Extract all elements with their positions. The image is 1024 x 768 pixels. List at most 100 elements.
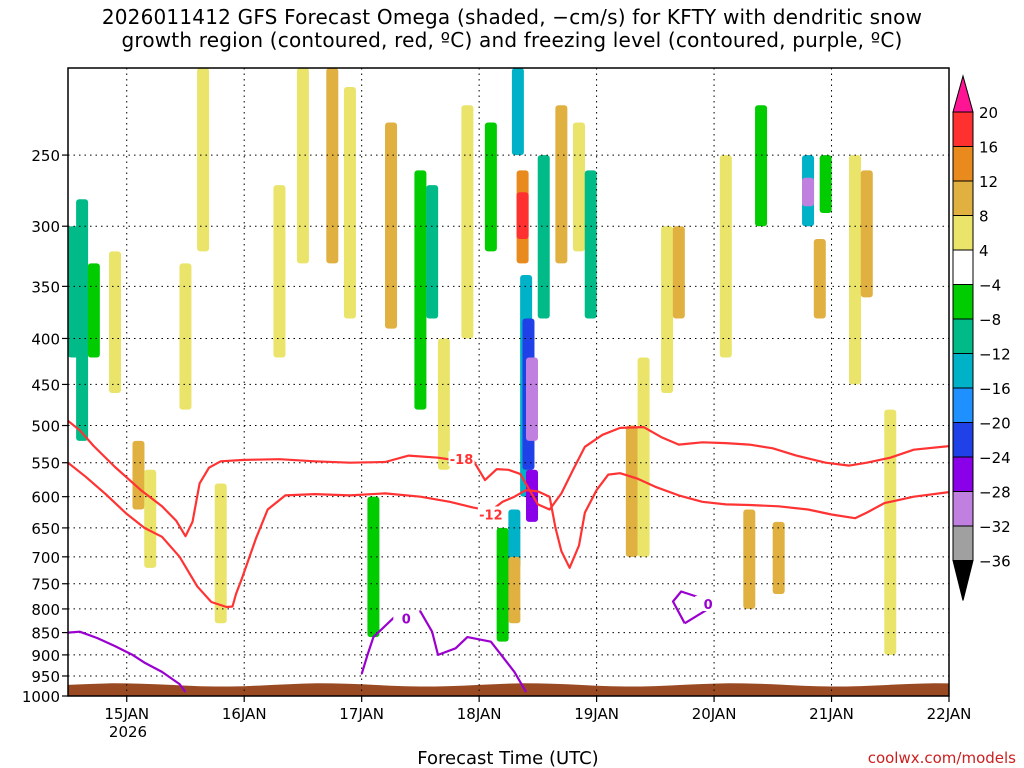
omega-cell — [414, 170, 427, 410]
y-tick-label: 800 — [31, 601, 60, 619]
omega-cell — [385, 122, 398, 329]
contour-label-bg — [695, 596, 722, 612]
x-axis: 2026 15JAN 16JAN 17JAN 18JAN 19JAN 20JAN 21JAN… — [104, 696, 971, 741]
omega-cell — [849, 155, 862, 385]
omega-cell — [755, 105, 768, 227]
contour-line — [68, 419, 949, 538]
contour-layer: -18 -12 0 0 — [68, 419, 949, 693]
y-tick-label: 850 — [31, 625, 60, 643]
title-line-2: growth region (contoured, red, ºC) and f… — [121, 28, 903, 52]
omega-cell — [197, 68, 210, 252]
x-tick-label: 17JAN — [339, 705, 384, 723]
omega-cell — [343, 87, 356, 319]
omega-cell — [508, 509, 521, 568]
x-tick-label: 16JAN — [222, 705, 267, 723]
contour-label-bg — [393, 610, 420, 626]
colorbar-swatch — [952, 111, 974, 147]
omega-cell — [511, 68, 524, 156]
colorbar-label: −8 — [979, 311, 1001, 329]
omega-cell — [802, 177, 815, 207]
contour-line — [68, 461, 949, 609]
y-tick-label: 400 — [31, 330, 60, 348]
omega-cell — [813, 239, 826, 319]
colorbar-swatch — [952, 318, 974, 354]
omega-cell — [76, 199, 89, 441]
y-tick-label: 750 — [31, 576, 60, 594]
colorbar-swatch — [952, 456, 974, 492]
colorbar-swatch — [952, 284, 974, 320]
omega-cell — [661, 226, 674, 393]
contour-line — [360, 610, 528, 693]
omega-shading — [68, 68, 897, 655]
colorbar-label: −24 — [979, 449, 1011, 467]
colorbar-swatch — [952, 146, 974, 182]
colorbar-label: −32 — [979, 518, 1011, 536]
colorbar-swatch — [952, 215, 974, 251]
x-tick-label: 22JAN — [927, 705, 972, 723]
omega-cell — [496, 527, 509, 642]
contour-label: -18 — [450, 453, 474, 468]
omega-cell — [437, 338, 450, 470]
omega-cell — [860, 170, 873, 298]
y-tick-label: 700 — [31, 549, 60, 567]
y-tick-label: 1000 — [22, 688, 60, 706]
omega-cell — [132, 440, 145, 510]
x-tick-label: 19JAN — [574, 705, 619, 723]
colorbar-label: −20 — [979, 415, 1011, 433]
omega-cell — [819, 155, 832, 213]
omega-cell — [537, 155, 550, 319]
colorbar-label: −16 — [979, 380, 1011, 398]
y-tick-label: 550 — [31, 455, 60, 473]
omega-cell — [572, 122, 585, 252]
y-tick-label: 350 — [31, 278, 60, 296]
y-tick-label: 450 — [31, 376, 60, 394]
y-tick-label: 600 — [31, 489, 60, 507]
omega-cell — [108, 251, 121, 393]
omega-cell — [625, 425, 638, 557]
colorbar-swatch — [952, 387, 974, 423]
colorbar-label: 16 — [979, 139, 998, 157]
omega-cell — [672, 226, 685, 319]
ground-layer — [68, 683, 949, 696]
omega-cell — [743, 509, 756, 609]
ground-fill — [68, 683, 949, 696]
omega-cell — [367, 496, 380, 638]
contour-label-bg — [477, 506, 504, 522]
contour-label: 0 — [704, 598, 713, 613]
colorbar-label: −4 — [979, 277, 1001, 295]
colorbar-label: −36 — [979, 553, 1011, 571]
colorbar-label: −12 — [979, 346, 1011, 364]
y-tick-label: 300 — [31, 218, 60, 236]
contour-label-bg — [448, 451, 475, 467]
colorbar-swatch — [952, 491, 974, 527]
colorbar-label: 12 — [979, 173, 998, 191]
contour-label: -12 — [479, 508, 503, 523]
contour-label: 0 — [402, 613, 411, 628]
omega-cell — [484, 122, 497, 252]
contour-line — [671, 590, 710, 625]
omega-cell — [296, 68, 309, 264]
x-tick-label: 18JAN — [457, 705, 502, 723]
colorbar-swatch — [952, 249, 974, 285]
omega-cell — [214, 483, 227, 624]
omega-cell — [426, 185, 439, 319]
colorbar-top-arrow — [952, 74, 974, 113]
credit-text: coolwx.com/models — [868, 749, 1016, 767]
colorbar-swatch — [952, 353, 974, 389]
x-tick-label: 20JAN — [692, 705, 737, 723]
y-tick-label: 250 — [31, 147, 60, 165]
omega-cell — [555, 105, 568, 264]
colorbar-label: −28 — [979, 484, 1011, 502]
x-year-label: 2026 — [109, 723, 147, 741]
omega-cell — [326, 68, 339, 264]
omega-cell — [516, 192, 529, 240]
y-tick-label: 500 — [31, 418, 60, 436]
colorbar-label: 4 — [979, 242, 989, 260]
omega-cell — [584, 170, 597, 319]
title-line-1: 2026011412 GFS Forecast Omega (shaded, −… — [101, 5, 923, 29]
omega-cell — [273, 185, 286, 358]
grid — [68, 68, 949, 696]
plot-frame — [67, 67, 950, 697]
omega-cell — [719, 155, 732, 358]
